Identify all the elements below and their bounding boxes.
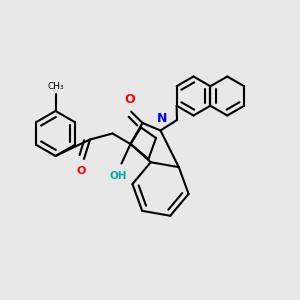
Text: N: N — [157, 112, 167, 125]
Text: OH: OH — [110, 171, 127, 181]
Text: O: O — [124, 93, 135, 106]
Text: O: O — [77, 166, 86, 176]
Text: CH₃: CH₃ — [47, 82, 64, 91]
